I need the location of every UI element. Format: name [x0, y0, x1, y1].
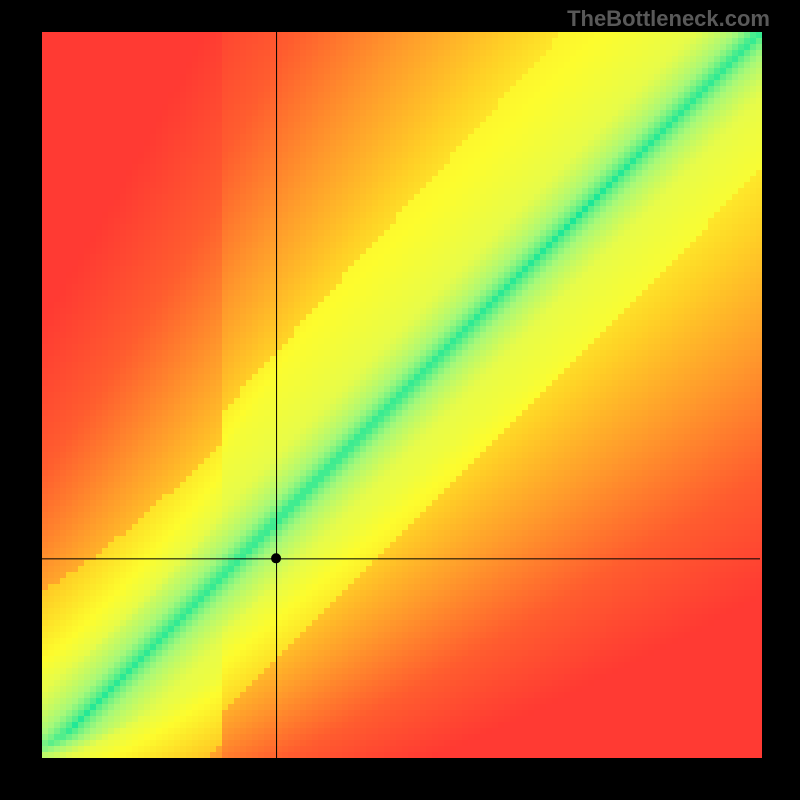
- watermark: TheBottleneck.com: [567, 6, 770, 32]
- bottleneck-heatmap: [0, 0, 800, 800]
- chart-container: TheBottleneck.com: [0, 0, 800, 800]
